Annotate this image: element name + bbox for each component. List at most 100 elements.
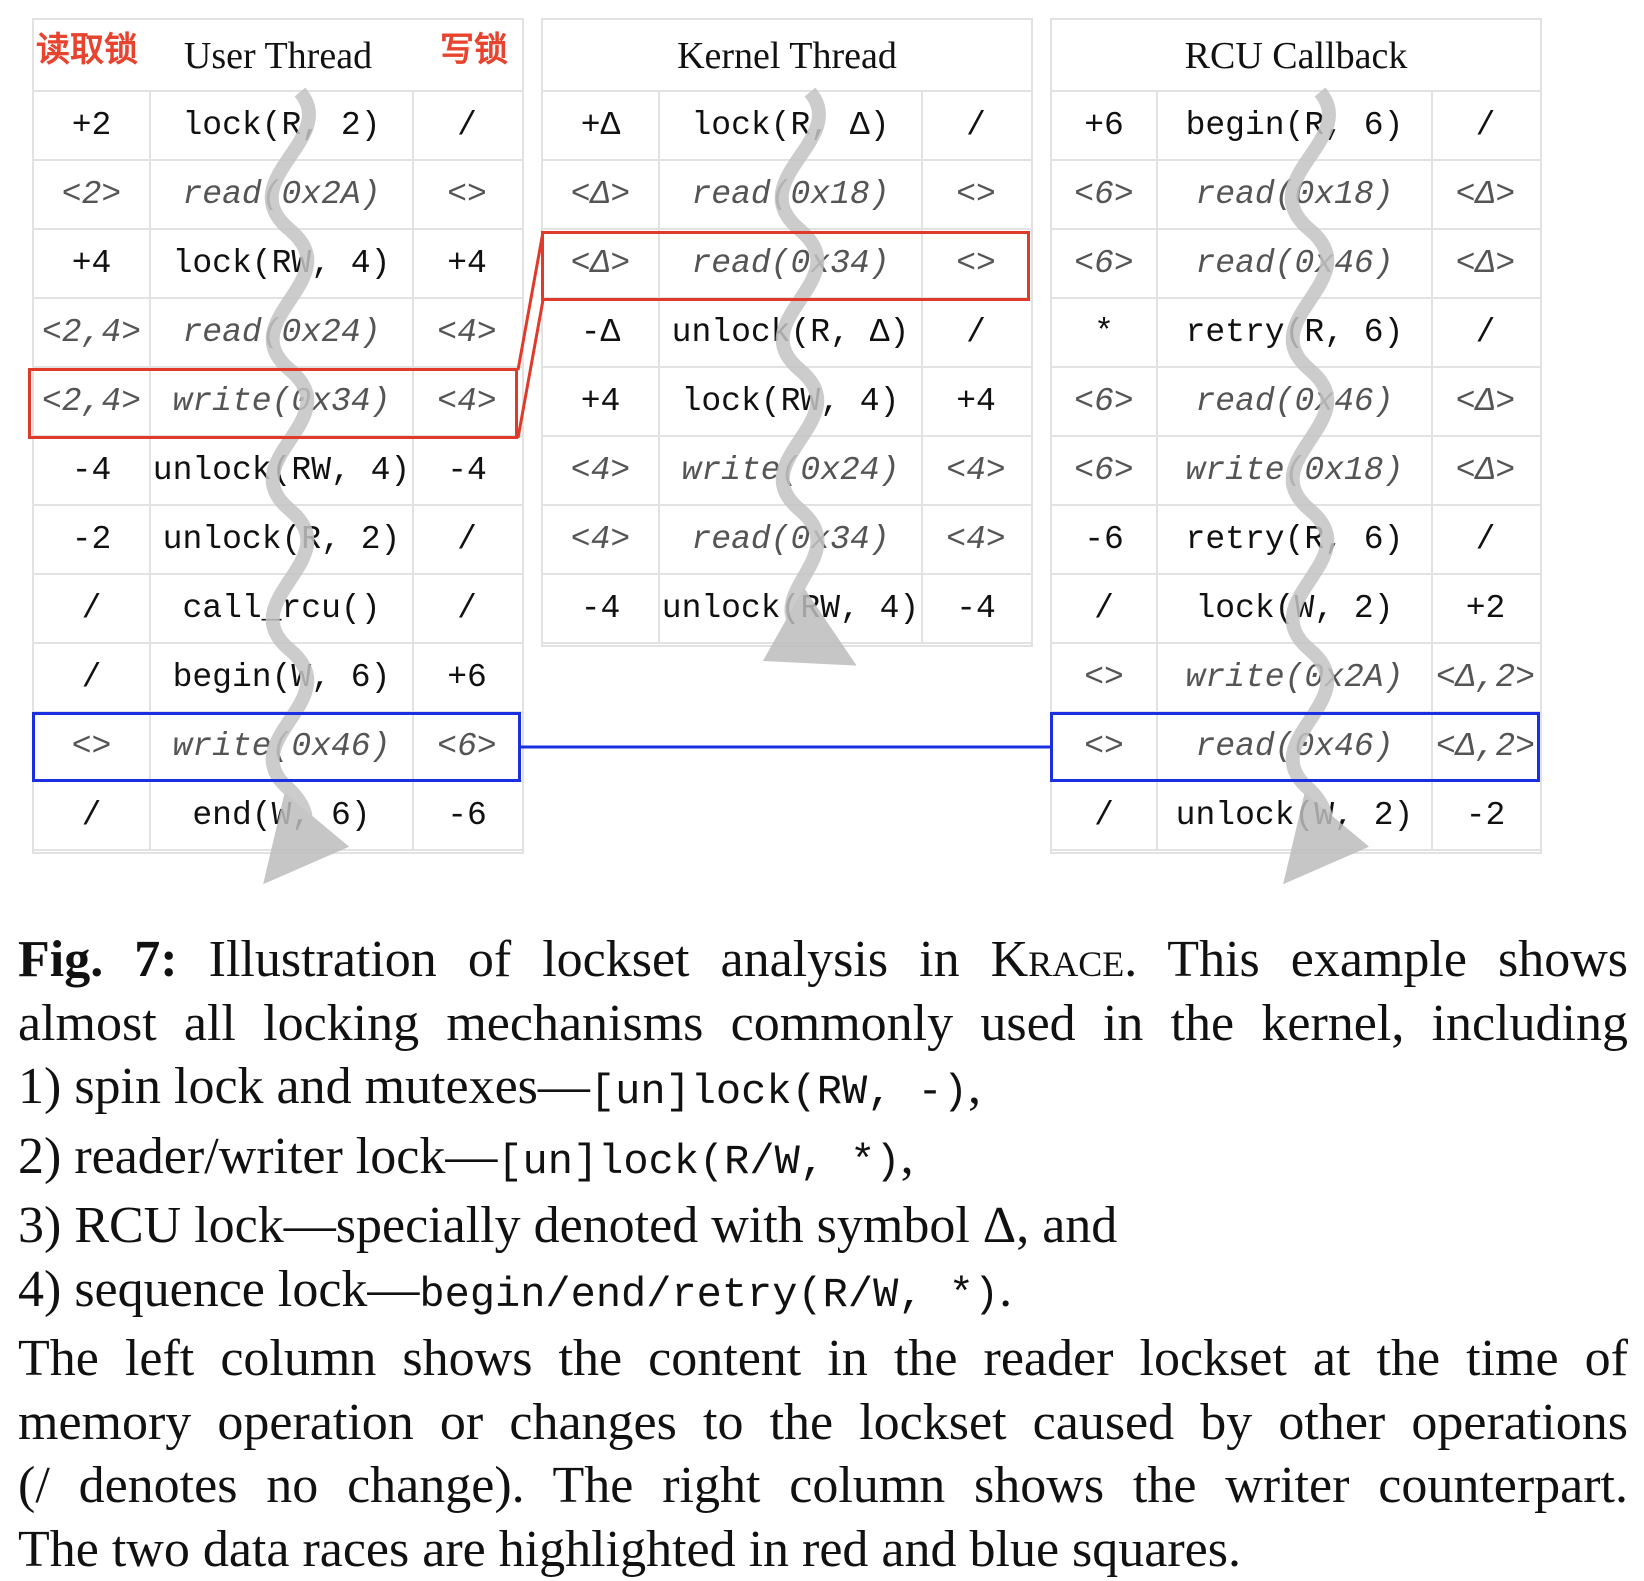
reader-lockset-cell: +4 (34, 230, 151, 297)
writer-lockset-cell: / (414, 575, 520, 642)
operation-cell: lock(R, 2) (151, 92, 414, 159)
reader-lockset-cell: <6> (1052, 161, 1158, 228)
writer-lockset-cell: <Δ> (1433, 437, 1538, 504)
rcu-row: /unlock(W, 2)-2 (1052, 782, 1540, 851)
reader-lockset-cell: +2 (34, 92, 151, 159)
operation-cell: read(0x2A) (151, 161, 414, 228)
rcu-row: <6>read(0x18)<Δ> (1052, 161, 1540, 230)
writer-lockset-cell: -4 (414, 437, 520, 504)
operation-cell: write(0x24) (660, 437, 923, 504)
kernel-row: <Δ>read(0x18)<> (543, 161, 1031, 230)
writer-lockset-cell: <Δ> (1433, 161, 1538, 228)
operation-cell: unlock(RW, 4) (660, 575, 923, 642)
reader-lockset-cell: +4 (543, 368, 660, 435)
reader-lockset-cell: <Δ> (543, 161, 660, 228)
operation-cell: end(W, 6) (151, 782, 414, 849)
user-row: <2,4>read(0x24)<4> (34, 299, 522, 368)
operation-cell: begin(R, 6) (1158, 92, 1433, 159)
writer-lockset-cell: +6 (414, 644, 520, 711)
reader-lockset-cell: <6> (1052, 230, 1158, 297)
operation-cell: unlock(R, 2) (151, 506, 414, 573)
reader-lockset-cell: <2,4> (34, 299, 151, 366)
reader-lockset-cell: -2 (34, 506, 151, 573)
reader-lockset-cell: -Δ (543, 299, 660, 366)
kernel-row: <4>write(0x24)<4> (543, 437, 1031, 506)
red-race-box-kernel (541, 231, 1030, 301)
writer-lockset-cell: <Δ> (1433, 368, 1538, 435)
blue-race-box-rcu (1050, 712, 1540, 782)
operation-cell: unlock(RW, 4) (151, 437, 414, 504)
rcu-row: <>write(0x2A)<Δ,2> (1052, 644, 1540, 713)
reader-lockset-cell: * (1052, 299, 1158, 366)
reader-lockset-cell: <6> (1052, 437, 1158, 504)
operation-cell: lock(RW, 4) (660, 368, 923, 435)
operation-cell: read(0x34) (660, 506, 923, 573)
writer-lockset-cell: -4 (923, 575, 1029, 642)
writer-lockset-cell: / (923, 299, 1029, 366)
rcu-callback-title: RCU Callback (1052, 20, 1540, 92)
reader-lockset-cell: / (34, 782, 151, 849)
caption-line-6: 4) sequence lock—begin/end/retry(R/W, *)… (18, 1258, 1628, 1328)
reader-lockset-cell: -6 (1052, 506, 1158, 573)
caption-line-3: 1) spin lock and mutexes—[un]lock(RW, -)… (18, 1055, 1628, 1125)
writer-lockset-cell: -6 (414, 782, 520, 849)
writer-lockset-cell: <4> (414, 299, 520, 366)
write-lock-tag: 写锁 (440, 22, 508, 71)
operation-cell: unlock(W, 2) (1158, 782, 1433, 849)
caption-line-8: memory operation or changes to the locks… (18, 1391, 1628, 1455)
caption-line-2: almost all locking mechanisms commonly u… (18, 992, 1628, 1056)
kernel-thread-title: Kernel Thread (543, 20, 1031, 92)
read-lock-tag: 读取锁 (36, 22, 138, 71)
operation-cell: begin(W, 6) (151, 644, 414, 711)
kernel-row: <4>read(0x34)<4> (543, 506, 1031, 575)
operation-cell: unlock(R, Δ) (660, 299, 923, 366)
reader-lockset-cell: +Δ (543, 92, 660, 159)
reader-lockset-cell: +6 (1052, 92, 1158, 159)
reader-lockset-cell: -4 (34, 437, 151, 504)
user-row: /end(W, 6)-6 (34, 782, 522, 851)
user-row: /begin(W, 6)+6 (34, 644, 522, 713)
user-row: /call_rcu()/ (34, 575, 522, 644)
writer-lockset-cell: <4> (923, 506, 1029, 573)
caption-line-1: Fig. 7: Illustration of lockset analysis… (18, 928, 1628, 992)
operation-cell: read(0x46) (1158, 368, 1433, 435)
reader-lockset-cell: <6> (1052, 368, 1158, 435)
caption-line-9: (/ denotes no change). The right column … (18, 1454, 1628, 1518)
figure-label: Fig. 7: (18, 931, 178, 988)
writer-lockset-cell: <4> (923, 437, 1029, 504)
red-race-box-user (28, 368, 518, 439)
operation-cell: retry(R, 6) (1158, 506, 1433, 573)
operation-cell: read(0x46) (1158, 230, 1433, 297)
operation-cell: read(0x24) (151, 299, 414, 366)
operation-cell: read(0x18) (1158, 161, 1433, 228)
writer-lockset-cell: <> (414, 161, 520, 228)
reader-lockset-cell: <> (1052, 644, 1158, 711)
caption-line-5: 3) RCU lock—specially denoted with symbo… (18, 1194, 1628, 1258)
writer-lockset-cell: <Δ> (1433, 230, 1538, 297)
writer-lockset-cell: / (414, 92, 520, 159)
operation-cell: call_rcu() (151, 575, 414, 642)
caption-line-4: 2) reader/writer lock—[un]lock(R/W, *), (18, 1125, 1628, 1195)
rcu-row: <6>write(0x18)<Δ> (1052, 437, 1540, 506)
writer-lockset-cell: <Δ,2> (1433, 644, 1538, 711)
krace-name: Krace (991, 931, 1125, 988)
writer-lockset-cell: <> (923, 161, 1029, 228)
reader-lockset-cell: <2> (34, 161, 151, 228)
reader-lockset-cell: / (1052, 575, 1158, 642)
reader-lockset-cell: <4> (543, 437, 660, 504)
writer-lockset-cell: / (923, 92, 1029, 159)
blue-race-box-user (32, 712, 521, 782)
reader-lockset-cell: / (34, 575, 151, 642)
writer-lockset-cell: +4 (414, 230, 520, 297)
operation-cell: write(0x2A) (1158, 644, 1433, 711)
reader-lockset-cell: / (1052, 782, 1158, 849)
rcu-row: <6>read(0x46)<Δ> (1052, 230, 1540, 299)
figure-caption: Fig. 7: Illustration of lockset analysis… (18, 928, 1628, 1581)
